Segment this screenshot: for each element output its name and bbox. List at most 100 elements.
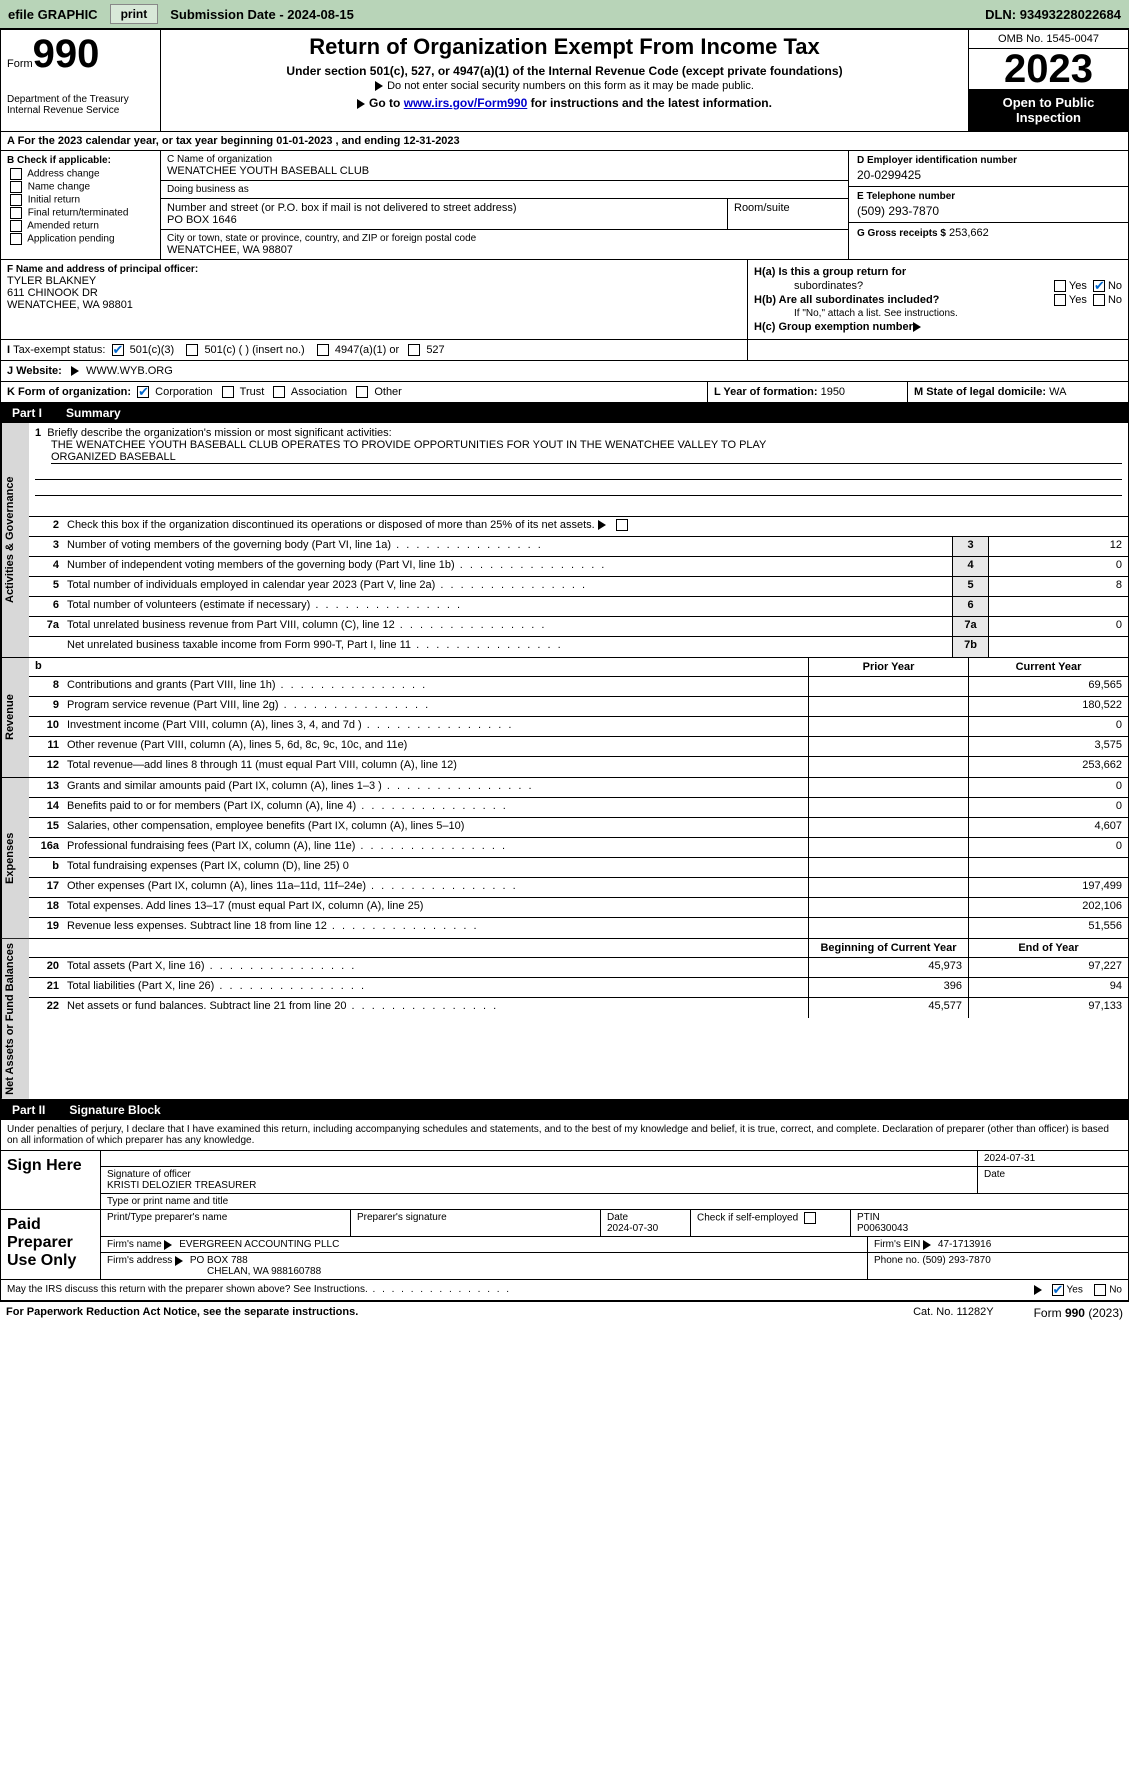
line9-cur: 180,522 bbox=[968, 697, 1128, 716]
check-other[interactable] bbox=[356, 386, 368, 398]
line-13: 13Grants and similar amounts paid (Part … bbox=[29, 778, 1128, 798]
print-button[interactable]: print bbox=[110, 4, 159, 24]
name-title-lbl: Type or print name and title bbox=[101, 1194, 1128, 1209]
ha-yes-check[interactable] bbox=[1054, 280, 1066, 292]
line11-desc: Other revenue (Part VIII, column (A), li… bbox=[63, 737, 808, 756]
summary-revenue: Revenue b Prior Year Current Year 8Contr… bbox=[0, 658, 1129, 778]
line13-cur: 0 bbox=[968, 778, 1128, 797]
arrow-icon bbox=[175, 1256, 183, 1266]
summary-expenses: Expenses 13Grants and similar amounts pa… bbox=[0, 778, 1129, 939]
discuss-no-check[interactable] bbox=[1094, 1284, 1106, 1296]
self-emp-check[interactable] bbox=[804, 1212, 816, 1224]
firm-name-lbl: Firm's name bbox=[107, 1239, 162, 1250]
line19-desc: Revenue less expenses. Subtract line 18 … bbox=[63, 918, 808, 938]
line2-check[interactable] bbox=[616, 519, 628, 531]
line2-desc: Check this box if the organization disco… bbox=[67, 519, 595, 531]
line20-prior: 45,973 bbox=[808, 958, 968, 977]
form-subtitle-1: Under section 501(c), 527, or 4947(a)(1)… bbox=[167, 64, 962, 78]
part2-title: Signature Block bbox=[57, 1100, 172, 1120]
check-501c3[interactable] bbox=[112, 344, 124, 356]
ein-box: D Employer identification number 20-0299… bbox=[849, 151, 1128, 187]
arrow-icon bbox=[71, 366, 79, 376]
goto-post: for instructions and the latest informat… bbox=[527, 96, 772, 110]
check-initial-return[interactable]: Initial return bbox=[7, 194, 154, 206]
efile-label: efile GRAPHIC bbox=[8, 7, 98, 22]
line13-desc: Grants and similar amounts paid (Part IX… bbox=[63, 778, 808, 797]
check-trust[interactable] bbox=[222, 386, 234, 398]
ein-val: 20-0299425 bbox=[857, 168, 1120, 182]
rowk-lbl: K Form of organization: bbox=[7, 386, 131, 398]
check-corp[interactable] bbox=[137, 386, 149, 398]
firm-addr-lbl: Firm's address bbox=[107, 1255, 172, 1266]
line10-cur: 0 bbox=[968, 717, 1128, 736]
check-amended[interactable]: Amended return bbox=[7, 220, 154, 232]
dba-box: Doing business as bbox=[161, 181, 848, 199]
check-app-pending[interactable]: Application pending bbox=[7, 233, 154, 245]
opt-initial: Initial return bbox=[28, 195, 80, 206]
ha-no-check[interactable] bbox=[1093, 280, 1105, 292]
mission-blank2 bbox=[35, 480, 1122, 496]
side-expenses: Expenses bbox=[1, 778, 29, 938]
goto-pre: Go to bbox=[369, 96, 404, 110]
line4-val: 0 bbox=[988, 557, 1128, 576]
check-name-change[interactable]: Name change bbox=[7, 181, 154, 193]
date-lbl: Date bbox=[978, 1167, 1128, 1193]
hdr-eoy: End of Year bbox=[968, 939, 1128, 957]
check-final-return[interactable]: Final return/terminated bbox=[7, 207, 154, 219]
irs-link[interactable]: www.irs.gov/Form990 bbox=[404, 96, 528, 110]
line18-cur: 202,106 bbox=[968, 898, 1128, 917]
col-d: D Employer identification number 20-0299… bbox=[848, 151, 1128, 259]
part1-label: Part I bbox=[0, 403, 54, 423]
line-4: 4Number of independent voting members of… bbox=[29, 557, 1128, 577]
hdr-prior: Prior Year bbox=[808, 658, 968, 676]
form-title: Return of Organization Exempt From Incom… bbox=[167, 34, 962, 60]
header-left: Form990 Department of the Treasury Inter… bbox=[1, 30, 161, 131]
officer-name-title: KRISTI DELOZIER TREASURER bbox=[107, 1180, 971, 1191]
check-527[interactable] bbox=[408, 344, 420, 356]
arrow-icon bbox=[1034, 1285, 1042, 1295]
firm-phone-lbl: Phone no. bbox=[874, 1255, 920, 1266]
room-lbl: Room/suite bbox=[734, 202, 842, 214]
dln: DLN: 93493228022684 bbox=[985, 7, 1121, 22]
check-4947[interactable] bbox=[317, 344, 329, 356]
check-501c[interactable] bbox=[186, 344, 198, 356]
discuss-yes-check[interactable] bbox=[1052, 1284, 1064, 1296]
opt-corp: Corporation bbox=[155, 386, 212, 398]
hb-no-check[interactable] bbox=[1093, 294, 1105, 306]
line-10: 10Investment income (Part VIII, column (… bbox=[29, 717, 1128, 737]
paid-prep-label: Paid Preparer Use Only bbox=[1, 1210, 101, 1279]
row-i: I Tax-exempt status: 501(c)(3) 501(c) ( … bbox=[0, 340, 1129, 361]
line21-prior: 396 bbox=[808, 978, 968, 997]
line16b-desc: Total fundraising expenses (Part IX, col… bbox=[63, 858, 808, 877]
arrow-icon bbox=[913, 322, 921, 332]
prep-name-lbl: Print/Type preparer's name bbox=[101, 1210, 351, 1236]
opt-527: 527 bbox=[426, 344, 444, 356]
prep-date: 2024-07-30 bbox=[607, 1223, 658, 1234]
firm-addr2: CHELAN, WA 988160788 bbox=[207, 1266, 321, 1277]
line19-cur: 51,556 bbox=[968, 918, 1128, 938]
line-11: 11Other revenue (Part VIII, column (A), … bbox=[29, 737, 1128, 757]
open-inspection: Open to Public Inspection bbox=[969, 89, 1128, 131]
street-lbl: Number and street (or P.O. box if mail i… bbox=[167, 202, 721, 214]
check-assoc[interactable] bbox=[273, 386, 285, 398]
line-16b: bTotal fundraising expenses (Part IX, co… bbox=[29, 858, 1128, 878]
form-prefix: Form bbox=[7, 58, 33, 70]
line-7b: Net unrelated business taxable income fr… bbox=[29, 637, 1128, 657]
paid-prep-row: Paid Preparer Use Only Print/Type prepar… bbox=[1, 1209, 1128, 1279]
self-emp-lbl: Check if self-employed bbox=[697, 1213, 798, 1224]
line-17: 17Other expenses (Part IX, column (A), l… bbox=[29, 878, 1128, 898]
line8-desc: Contributions and grants (Part VIII, lin… bbox=[63, 677, 808, 696]
firm-ein-lbl: Firm's EIN bbox=[874, 1239, 920, 1250]
opt-pending: Application pending bbox=[27, 234, 114, 245]
check-address-change[interactable]: Address change bbox=[7, 168, 154, 180]
line16a-cur: 0 bbox=[968, 838, 1128, 857]
line-5: 5Total number of individuals employed in… bbox=[29, 577, 1128, 597]
col-k: K Form of organization: Corporation Trus… bbox=[1, 382, 708, 402]
year-header-net: Beginning of Current Year End of Year bbox=[29, 939, 1128, 958]
line-3: 3Number of voting members of the governi… bbox=[29, 537, 1128, 557]
line18-desc: Total expenses. Add lines 13–17 (must eq… bbox=[63, 898, 808, 917]
gross-lbl: G Gross receipts $ bbox=[857, 228, 946, 239]
sub-date-value: 2024-08-15 bbox=[287, 7, 354, 22]
hb-yes-check[interactable] bbox=[1054, 294, 1066, 306]
phone-lbl: E Telephone number bbox=[857, 191, 1120, 202]
